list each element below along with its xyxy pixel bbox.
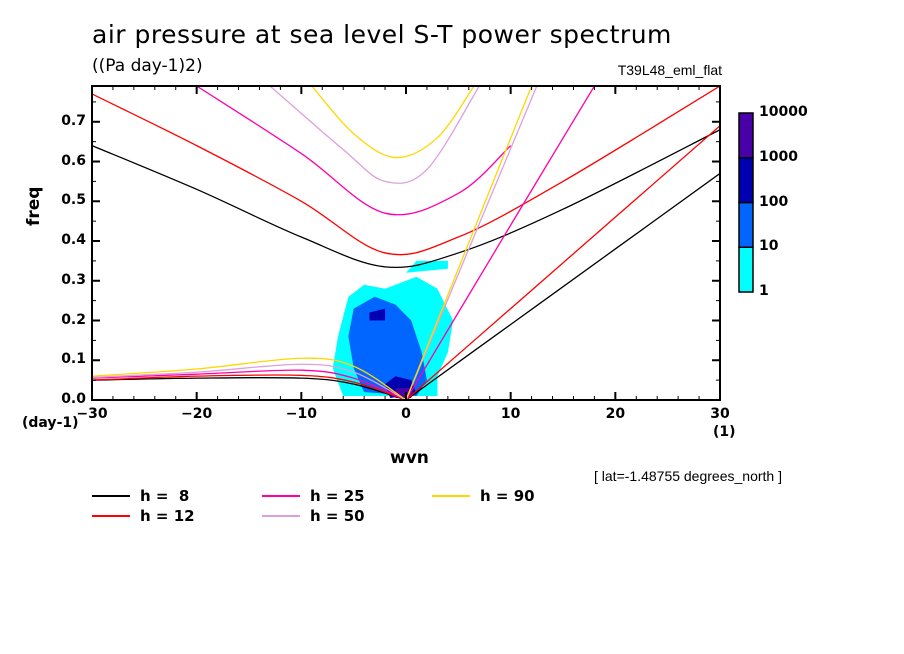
power-region-1 [406,260,448,273]
y-tick-label: 0.7 [61,112,86,129]
colorbar-segment [738,112,754,159]
colorbar-label: 1 [759,283,769,299]
x-tick-label: −10 [285,406,317,422]
curve-h-50-rossby- [92,363,407,400]
x-axis-unit: (1) [713,424,736,440]
curve-h-25-ig- [196,86,512,216]
colorbar-segment [738,246,754,293]
colorbar-label: 10000 [759,104,808,120]
y-axis-unit: (day-1) [22,415,79,431]
y-tick-label: 0.6 [61,152,86,169]
colorbar-label: 10 [759,238,779,255]
x-tick-label: −20 [181,406,213,422]
y-tick-label: 0.2 [61,311,86,328]
curve-h-90-ig- [311,86,475,159]
dataset-label: T39L48_eml_flat [617,62,722,78]
x-tick-label: −30 [76,406,108,422]
legend-label: h = 8 [140,487,190,505]
legend-entry: h = 90 [432,486,535,506]
x-tick-label: 20 [605,406,626,422]
colorbar-segment [738,201,754,248]
curve-h-12-ig- [92,86,720,256]
legend-label: h = 25 [310,487,365,505]
colorbar-segment [738,157,754,204]
curve-h-8-ig- [92,129,720,269]
y-tick-label: 0.1 [61,351,86,368]
legend-entry: h = 25 [262,486,365,506]
chart-title: air pressure at sea level S-T power spec… [92,20,672,49]
y-tick-label: 0.4 [61,232,86,248]
legend-swatch [92,515,130,517]
legend-swatch [432,495,470,497]
x-tick-label: 10 [500,406,521,422]
legend-entry: h = 50 [262,506,365,526]
y-axis-label: freq [24,186,44,226]
chart-units: ((Pa day-1)2) [92,56,203,76]
legend-swatch [262,495,300,497]
legend-entry: h = 8 [92,486,189,506]
curve-h-90-rossby- [92,357,407,400]
power-region-4 [369,308,386,321]
legend-swatch [92,495,130,497]
legend-label: h = 12 [140,507,195,525]
latitude-note: [ lat=-1.48755 degrees_north ] [594,468,782,484]
axis-ticks [91,86,721,401]
curve-h-8-kelvin- [405,172,720,400]
y-tick-label: 0.0 [61,391,86,407]
colorbar-label: 1000 [759,148,798,165]
legend-swatch [262,515,300,517]
legend-entry: h = 12 [92,506,195,526]
dispersion-curves [92,86,720,400]
colorbar [738,112,754,293]
x-tick-label: 0 [401,406,411,422]
y-tick-label: 0.3 [61,271,86,288]
curve-h-12-kelvin- [405,125,720,400]
power-contours [332,260,454,398]
curve-h-50-ig- [269,86,480,184]
curve-h-8-rossby- [92,376,407,400]
curve-h-25-rossby- [92,369,407,400]
x-axis-label: wvn [390,448,429,468]
y-tick-label: 0.5 [61,192,86,209]
curve-h-90-kelvin- [405,86,533,400]
colorbar-label: 100 [759,193,789,210]
curve-h-25-kelvin- [405,86,595,400]
legend-label: h = 90 [480,487,535,505]
power-region-2 [348,296,427,396]
legend-label: h = 50 [310,507,365,525]
x-tick-label: 30 [710,406,730,422]
curve-h-12-rossby- [92,374,407,400]
